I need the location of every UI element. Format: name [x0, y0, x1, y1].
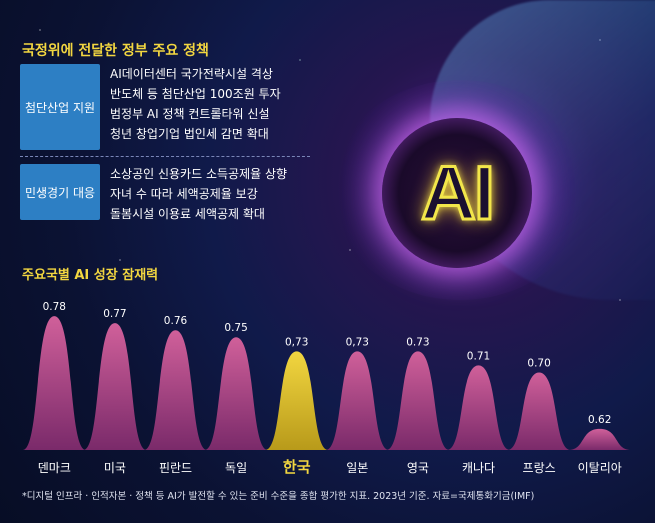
- bar-일본: [325, 351, 389, 450]
- bar-핀란드: [143, 330, 208, 450]
- value-label: 0.70: [527, 357, 550, 369]
- value-label: 0.76: [164, 315, 188, 327]
- category-label: 일본: [346, 461, 368, 475]
- category-label: 덴마크: [38, 461, 71, 475]
- category-label: 프랑스: [523, 461, 556, 475]
- bar-덴마크: [22, 316, 86, 450]
- value-label: 0.77: [103, 308, 126, 320]
- bar-독일: [204, 337, 268, 450]
- category-label: 미국: [104, 461, 126, 475]
- policy-item: 소상공인 신용카드 소득공제율 상향: [110, 167, 288, 181]
- policy-item: 범정부 AI 정책 컨트롤타워 신설: [110, 107, 270, 121]
- category-label: 영국: [407, 461, 429, 475]
- chart-title: 주요국별 AI 성장 잠재력: [22, 268, 159, 283]
- policy-title: 국정위에 전달한 정부 주요 정책: [22, 43, 209, 59]
- bar-미국: [83, 323, 147, 450]
- policy-item: 자녀 수 따라 세액공제율 보강: [110, 187, 258, 201]
- policy-item: 반도체 등 첨단산업 100조원 투자: [110, 87, 281, 101]
- ai-potential-chart: 0.78 덴마크 0.77 미국 0.76 핀란드 0.75 독일 0,73 한국 0,73 일본 0.…: [22, 301, 632, 476]
- value-label: 0.78: [43, 301, 66, 313]
- ai-orb: AI: [382, 118, 532, 268]
- category-box-industry: 첨단산업 지원: [20, 64, 100, 150]
- policy-item: AI데이터센터 국가전략시설 격상: [110, 67, 273, 81]
- ai-orb-label: AI: [420, 149, 497, 237]
- category-label: 캐나다: [462, 461, 495, 475]
- section-divider: [20, 156, 310, 157]
- policy-item: 청년 창업기업 법인세 감면 확대: [110, 127, 269, 141]
- bar-한국: [265, 351, 329, 450]
- policy-list-industry: AI데이터센터 국가전략시설 격상 반도체 등 첨단산업 100조원 투자 범정…: [110, 64, 281, 144]
- category-label: 독일: [225, 461, 247, 475]
- category-label: 한국: [283, 458, 311, 476]
- policy-item: 돌봄시설 이용료 세액공제 확대: [110, 207, 265, 221]
- value-label: 0.71: [467, 350, 490, 362]
- value-label: 0.62: [588, 414, 611, 426]
- bar-영국: [386, 351, 450, 450]
- footnote: *디지털 인프라 · 인적자본 · 정책 등 AI가 발전할 수 있는 준비 수…: [22, 491, 535, 502]
- value-label: 0,73: [346, 336, 369, 348]
- bar-이탈리아: [568, 428, 632, 450]
- value-label: 0,73: [285, 336, 308, 348]
- policy-list-livelihood: 소상공인 신용카드 소득공제율 상향 자녀 수 따라 세액공제율 보강 돌봄시설…: [110, 164, 287, 224]
- value-label: 0.73: [406, 336, 429, 348]
- category-label: 핀란드: [159, 461, 192, 475]
- category-label: 이탈리아: [578, 461, 622, 475]
- value-label: 0.75: [224, 322, 247, 334]
- category-box-livelihood: 민생경기 대응: [20, 164, 100, 220]
- bar-캐나다: [446, 365, 511, 450]
- bar-프랑스: [507, 372, 571, 450]
